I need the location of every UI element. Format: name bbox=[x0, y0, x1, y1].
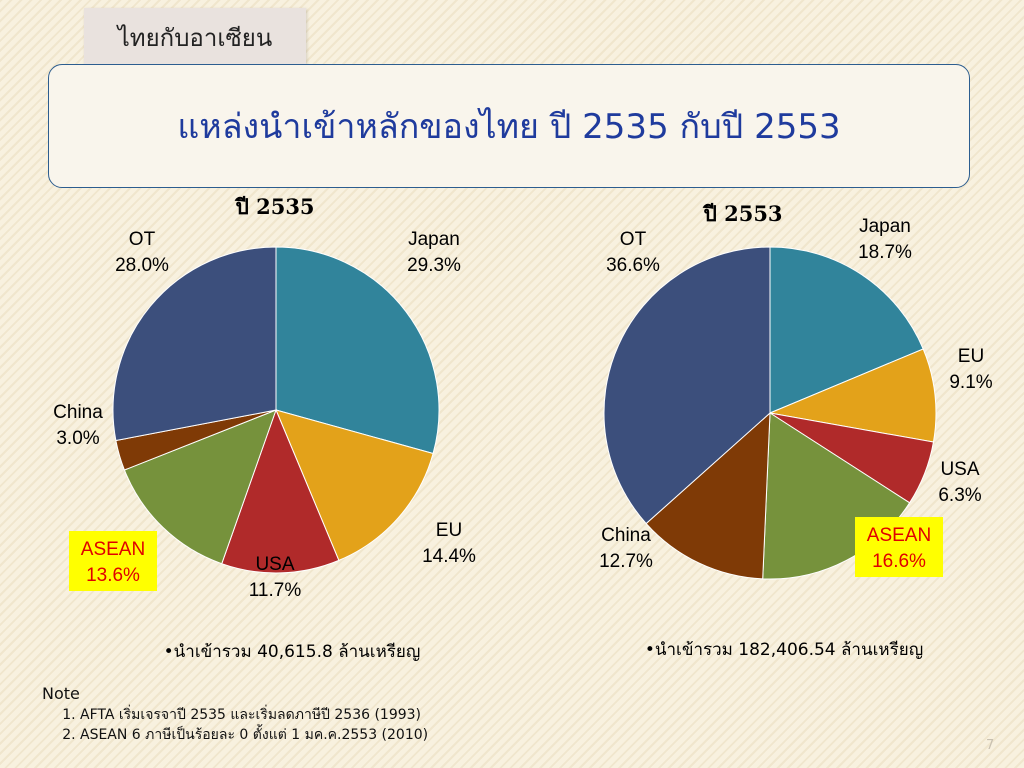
note-item: ASEAN 6 ภาษีเป็นร้อยละ 0 ตั้งแต่ 1 มค.ค.… bbox=[80, 725, 428, 745]
pie-slice-ot bbox=[603, 246, 771, 525]
pie-slice-china bbox=[645, 411, 771, 580]
pie-slice-eu bbox=[768, 348, 937, 443]
data-label-value: 16.6% bbox=[872, 551, 926, 572]
data-label-value: 12.7% bbox=[599, 551, 653, 572]
data-label-value: 6.3% bbox=[938, 485, 981, 506]
pie-slice-japan bbox=[769, 246, 924, 414]
pie-slice-eu bbox=[275, 409, 434, 562]
data-label-name: ASEAN bbox=[81, 539, 145, 560]
data-label-name: China bbox=[601, 525, 651, 546]
pie-slice-asean bbox=[123, 409, 277, 565]
chart-caption: •นำเข้ารวม 182,406.54 ล้านเหรียญ bbox=[645, 640, 923, 660]
slide-title: แหล่งนำเข้าหลักของไทย ปี 2535 กับปี 2553 bbox=[177, 107, 841, 147]
data-label-value: 11.7% bbox=[249, 580, 302, 601]
note-item: AFTA เริ่มเจรจาปี 2535 และเริ่มลดภาษีปี … bbox=[80, 705, 428, 725]
data-label-value: 14.4% bbox=[422, 546, 476, 567]
notes-block: Note AFTA เริ่มเจรจาปี 2535 และเริ่มลดภา… bbox=[42, 684, 428, 745]
data-label-name: China bbox=[53, 402, 103, 423]
page-number: 7 bbox=[986, 738, 995, 753]
data-label-name: OT bbox=[620, 229, 647, 250]
data-label-value: 18.7% bbox=[858, 242, 912, 263]
chart-title: ปี 2535 bbox=[234, 194, 315, 219]
chart-caption: •นำเข้ารวม 40,615.8 ล้านเหรียญ bbox=[164, 642, 421, 662]
pie-slice-ot bbox=[112, 246, 277, 442]
data-label-value: 29.3% bbox=[407, 255, 461, 276]
section-tab: ไทยกับอาเซียน bbox=[84, 8, 306, 66]
data-label-value: 28.0% bbox=[115, 255, 169, 276]
asean-label-highlight bbox=[69, 531, 157, 591]
asean-label-highlight bbox=[855, 517, 943, 577]
data-label-name: USA bbox=[940, 459, 979, 480]
data-label-value: 3.0% bbox=[56, 428, 99, 449]
notes-list: AFTA เริ่มเจรจาปี 2535 และเริ่มลดภาษีปี … bbox=[42, 705, 428, 745]
data-label-name: EU bbox=[958, 346, 984, 367]
pie-slice-japan bbox=[275, 246, 440, 455]
data-label-name: OT bbox=[129, 229, 156, 250]
data-label-value: 13.6% bbox=[86, 565, 140, 586]
data-label-name: Japan bbox=[408, 229, 460, 250]
data-label-name: Japan bbox=[859, 216, 911, 237]
data-label-name: ASEAN bbox=[867, 525, 931, 546]
data-label-name: USA bbox=[255, 554, 294, 575]
data-label-value: 9.1% bbox=[949, 372, 992, 393]
section-tab-label: ไทยกับอาเซียน bbox=[117, 23, 273, 52]
data-label-value: 36.6% bbox=[606, 255, 660, 276]
notes-title: Note bbox=[42, 684, 80, 703]
pie-slice-usa bbox=[221, 408, 340, 574]
chart-title: ปี 2553 bbox=[702, 201, 783, 226]
slide-title-box: แหล่งนำเข้าหลักของไทย ปี 2535 กับปี 2553 bbox=[48, 64, 970, 188]
data-label-name: EU bbox=[436, 520, 462, 541]
